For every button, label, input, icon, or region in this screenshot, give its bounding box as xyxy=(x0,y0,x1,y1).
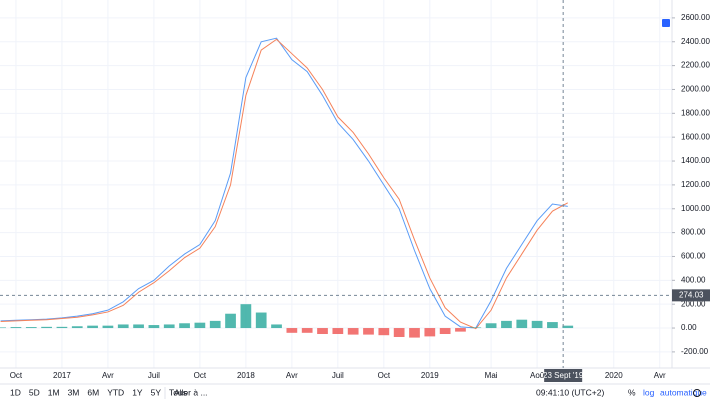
histogram-bar xyxy=(424,328,436,337)
x-tick-label: Juil xyxy=(148,371,160,380)
range-button[interactable]: 5D xyxy=(29,387,40,397)
histogram-bar xyxy=(485,323,497,329)
y-tick-label: 2400.00 xyxy=(681,37,710,46)
x-tick-label: Oct xyxy=(378,371,391,380)
y-tick-label: 2200.00 xyxy=(681,61,710,70)
crosshair-y-box xyxy=(672,289,710,302)
y-tick-label: 200.00 xyxy=(681,299,706,308)
range-button[interactable]: YTD xyxy=(107,387,124,397)
histogram-bar xyxy=(393,328,405,337)
histogram-bar xyxy=(102,325,114,329)
percent-toggle[interactable]: % xyxy=(628,387,636,397)
range-button[interactable]: 6M xyxy=(87,387,99,397)
crosshair-y-label: 274.03 xyxy=(679,290,704,299)
histogram-bar xyxy=(209,320,221,329)
toolbar: 1D 5D 1M 3M 6M YTD 1Y 5Y Tous xyxy=(10,387,187,399)
histogram-bar xyxy=(363,328,374,335)
histogram-bar xyxy=(455,328,466,332)
histogram-bar xyxy=(286,328,298,333)
range-button[interactable]: 5Y xyxy=(151,387,162,397)
histogram-bar xyxy=(501,320,512,329)
histogram-bar xyxy=(225,313,236,329)
auto-toggle[interactable]: automatique xyxy=(660,387,707,397)
y-tick-label: 1000.00 xyxy=(681,204,710,213)
histogram-bar xyxy=(25,327,37,329)
histogram-bar xyxy=(347,328,359,335)
x-tick-label: Oct xyxy=(194,371,207,380)
histogram-bar xyxy=(41,326,52,329)
clock: 09:41:10 (UTC+2) xyxy=(536,387,604,397)
range-button[interactable]: 1Y xyxy=(132,387,143,397)
range-button[interactable]: 3M xyxy=(68,387,80,397)
histogram-bar xyxy=(194,322,206,329)
histogram-bar xyxy=(317,328,328,335)
histogram-bar xyxy=(87,325,98,329)
histogram-bar xyxy=(332,328,344,335)
x-tick-label: Avr xyxy=(102,371,114,380)
histogram-bar xyxy=(301,328,313,333)
series-line xyxy=(0,37,568,329)
histogram-bar xyxy=(179,323,190,329)
x-tick-label: 2018 xyxy=(237,371,255,380)
settings-icon[interactable] xyxy=(693,389,701,397)
series-line xyxy=(0,38,569,330)
y-tick-label: 800.00 xyxy=(681,228,706,237)
x-tick-label: Juil xyxy=(332,371,344,380)
x-tick-label: Aoû xyxy=(530,371,544,380)
crosshair-x-box xyxy=(544,369,583,382)
save-icon[interactable] xyxy=(662,19,670,27)
histogram-bar xyxy=(378,328,390,336)
range-button[interactable]: 1M xyxy=(48,387,60,397)
histogram-bar xyxy=(163,324,175,329)
histogram-bar xyxy=(0,327,6,329)
range-button[interactable]: 1D xyxy=(10,387,21,397)
histogram-bar xyxy=(255,312,267,329)
y-tick-label: 1400.00 xyxy=(681,156,710,165)
histogram-bar xyxy=(547,322,558,329)
histogram-bar xyxy=(531,320,543,329)
x-tick-label: Oct xyxy=(10,371,23,380)
y-tick-label: 2600.00 xyxy=(681,13,710,22)
histogram-bar xyxy=(148,325,160,329)
y-tick-label: 400.00 xyxy=(681,275,706,284)
histogram-bar xyxy=(240,304,252,329)
x-tick-label: 2017 xyxy=(53,371,71,380)
y-tick-label: 600.00 xyxy=(681,252,706,261)
x-tick-label: Mai xyxy=(485,371,498,380)
log-toggle[interactable]: log xyxy=(643,387,655,397)
y-tick-label: 0.00 xyxy=(681,323,697,332)
histogram-bar xyxy=(271,324,282,329)
range-button[interactable]: Tous xyxy=(169,387,187,397)
histogram-bar xyxy=(71,326,83,329)
crosshair-x-label: 23 Sept '19 xyxy=(543,371,584,380)
histogram-bar xyxy=(10,327,22,329)
histogram-bar xyxy=(562,325,574,329)
y-tick-label: 2000.00 xyxy=(681,85,710,94)
goto-button[interactable]: Aller à ... xyxy=(174,387,208,397)
x-tick-label: Avr xyxy=(654,371,666,380)
histogram-bar xyxy=(133,324,144,329)
x-tick-label: Avr xyxy=(286,371,298,380)
x-tick-label: 2020 xyxy=(605,371,623,380)
histogram-bar xyxy=(56,326,68,329)
histogram-bar xyxy=(516,319,528,329)
y-tick-label: 1600.00 xyxy=(681,132,710,141)
y-tick-label: -200.00 xyxy=(681,347,709,356)
histogram-bar xyxy=(409,328,420,338)
y-tick-label: 1200.00 xyxy=(681,180,710,189)
histogram-bar xyxy=(117,324,129,329)
histogram-bar xyxy=(439,328,451,335)
histogram-bar xyxy=(470,327,482,329)
x-tick-label: 2019 xyxy=(421,371,439,380)
y-tick-label: 1800.00 xyxy=(681,108,710,117)
